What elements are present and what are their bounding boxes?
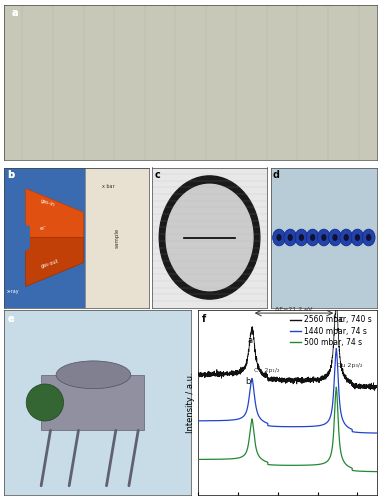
Polygon shape <box>26 238 83 286</box>
Text: b: b <box>245 377 251 386</box>
Text: Cu 2p₃/₂: Cu 2p₃/₂ <box>338 362 363 368</box>
Circle shape <box>321 234 327 241</box>
Circle shape <box>306 229 319 246</box>
Text: e: e <box>8 314 14 324</box>
Text: e: e <box>8 314 14 324</box>
Text: a: a <box>11 8 18 18</box>
Legend: 2560 mbar, 740 s, 1440 mbar, 74 s, 500 mbar, 74 s: 2560 mbar, 740 s, 1440 mbar, 74 s, 500 m… <box>288 314 373 348</box>
Text: b: b <box>7 170 14 180</box>
Text: f: f <box>202 314 206 324</box>
Text: b: b <box>7 170 14 180</box>
Polygon shape <box>26 188 83 238</box>
Bar <box>85 168 149 308</box>
Circle shape <box>329 229 341 246</box>
Text: d: d <box>273 170 280 180</box>
Text: c: c <box>155 170 160 180</box>
Text: x-ray: x-ray <box>7 290 19 294</box>
Ellipse shape <box>56 361 131 388</box>
Text: a: a <box>247 336 253 345</box>
Circle shape <box>340 229 353 246</box>
Circle shape <box>351 229 364 246</box>
Text: x bar: x bar <box>102 184 115 190</box>
Text: gas-in: gas-in <box>40 198 56 207</box>
Text: c: c <box>155 170 160 180</box>
Circle shape <box>344 234 349 241</box>
Circle shape <box>299 234 304 241</box>
Circle shape <box>362 229 375 246</box>
Text: Cu 2p₁/₂: Cu 2p₁/₂ <box>254 368 279 373</box>
Circle shape <box>310 234 315 241</box>
Text: gas-out: gas-out <box>40 259 59 270</box>
Circle shape <box>366 234 371 241</box>
Circle shape <box>276 234 282 241</box>
Text: d: d <box>273 170 280 180</box>
Circle shape <box>332 234 338 241</box>
Text: sample: sample <box>114 228 119 248</box>
Circle shape <box>284 229 297 246</box>
Circle shape <box>166 184 253 290</box>
Y-axis label: Intensity / a.u.: Intensity / a.u. <box>186 372 195 433</box>
Circle shape <box>355 234 360 241</box>
Circle shape <box>273 229 285 246</box>
Text: a: a <box>11 8 18 18</box>
Circle shape <box>26 384 64 421</box>
Text: c: c <box>339 316 343 324</box>
Text: e⁻: e⁻ <box>40 226 47 232</box>
Circle shape <box>288 234 293 241</box>
Polygon shape <box>4 216 30 258</box>
Circle shape <box>159 176 260 299</box>
Circle shape <box>295 229 308 246</box>
Text: ΔE=21.2 eV: ΔE=21.2 eV <box>275 307 313 312</box>
Circle shape <box>317 229 330 246</box>
